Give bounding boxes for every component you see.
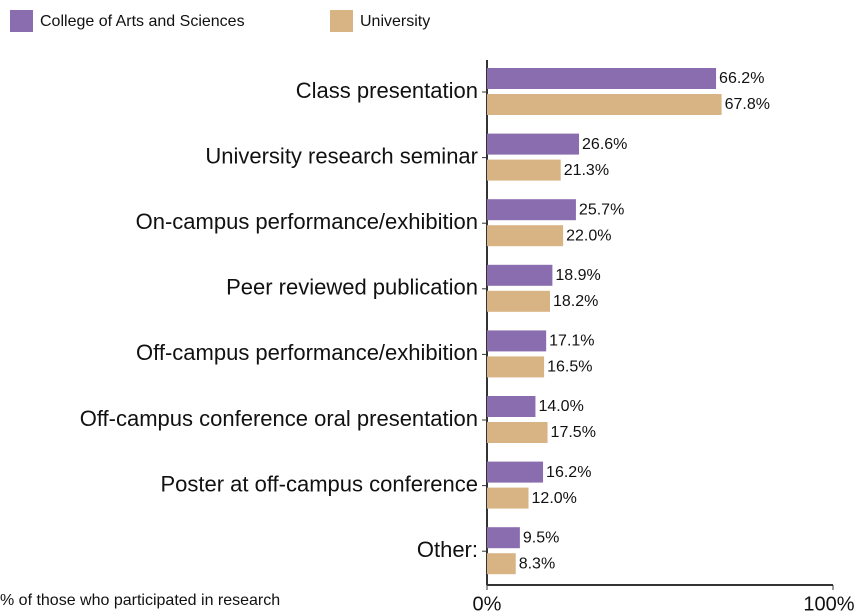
x-tick-label: 100%: [803, 593, 854, 615]
value-label: 21.3%: [564, 162, 609, 179]
bar: [487, 461, 544, 483]
value-label: 17.1%: [549, 333, 594, 350]
y-tick-label: On-campus performance/exhibition: [136, 209, 478, 234]
bar: [487, 159, 561, 181]
y-tick-label: Class presentation: [296, 78, 478, 103]
y-tick-label: Off-campus performance/exhibition: [136, 340, 478, 365]
legend-swatch: [330, 10, 353, 32]
bar: [487, 290, 550, 312]
value-label: 9.5%: [523, 529, 559, 546]
value-label: 18.2%: [553, 293, 598, 310]
bar: [487, 68, 717, 89]
bar: [487, 199, 576, 221]
y-tick-label: Poster at off-campus conference: [160, 471, 478, 496]
y-tick-label: Peer reviewed publication: [226, 275, 478, 300]
bar: [487, 396, 536, 417]
value-label: 17.5%: [551, 424, 596, 441]
value-label: 25.7%: [579, 201, 624, 218]
value-label: 16.2%: [546, 464, 591, 481]
bar: [487, 527, 520, 549]
bar: [487, 553, 516, 575]
bar: [487, 330, 547, 352]
value-label: 66.2%: [719, 70, 764, 87]
y-tick-label: Other:: [417, 537, 478, 562]
x-tick-label: 0%: [473, 593, 502, 615]
bar: [487, 356, 545, 378]
value-label: 22.0%: [566, 227, 611, 244]
value-label: 12.0%: [532, 490, 577, 507]
bar: [487, 133, 580, 155]
value-label: 14.0%: [538, 398, 583, 415]
value-label: 16.5%: [547, 359, 592, 376]
bar: [487, 264, 553, 286]
y-tick-label: University research seminar: [205, 143, 478, 168]
legend-label: College of Arts and Sciences: [40, 13, 245, 30]
y-tick-label: Off-campus conference oral presentation: [80, 406, 478, 431]
bar: [487, 487, 529, 509]
bar: [487, 225, 564, 247]
value-label: 67.8%: [725, 96, 770, 113]
value-label: 8.3%: [519, 555, 555, 572]
value-label: 18.9%: [555, 267, 600, 284]
legend-label: University: [360, 13, 430, 30]
legend-swatch: [10, 10, 33, 32]
bar: [487, 94, 722, 115]
bar: [487, 422, 548, 443]
value-label: 26.6%: [582, 136, 627, 153]
x-axis-label: % of those who participated in research: [0, 592, 280, 609]
